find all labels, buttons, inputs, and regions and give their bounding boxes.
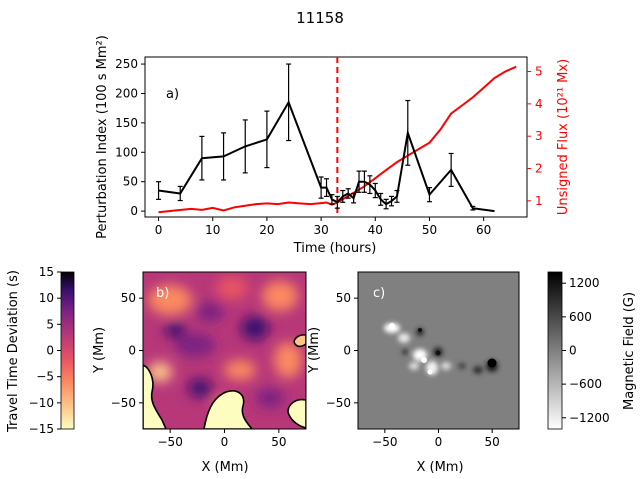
x-tick-label--50: −50 (158, 435, 183, 449)
panel-a-label: a) (166, 87, 179, 102)
panel-a-y-axis-label-left: Perturbation Index (100 s Mm²) (95, 35, 110, 239)
colorbar-magnetic-field-gradient (547, 271, 563, 430)
panel-b-y-axis-label: Y (Mm) (92, 327, 107, 374)
x-tick-label-50: 50 (271, 435, 286, 449)
y-left-tick-label-150: 150 (115, 116, 138, 130)
cb-tick-label-15: 15 (39, 265, 54, 279)
panel-a-y-axis-label-right: Unsigned Flux (10²¹ Mx) (556, 59, 571, 215)
y-right-tick-label-1: 1 (535, 194, 543, 208)
panel-b-x-axis-label: X (Mm) (201, 460, 248, 475)
y-tick-label-50: 50 (121, 291, 136, 305)
x-tick-label-0: 0 (221, 435, 229, 449)
cb-tick-label-5: 5 (46, 317, 54, 331)
y-tick-label--50: −50 (326, 396, 351, 410)
x-tick-label-0: 0 (435, 435, 443, 449)
x-tick-label-0: 0 (155, 223, 163, 237)
cb-tick-label--5: −5 (36, 370, 54, 384)
panel-a-x-ticks: 0 10 20 30 40 50 60 (155, 217, 491, 237)
x-tick-label-50: 50 (422, 223, 437, 237)
y-left-tick-label-100: 100 (115, 145, 138, 159)
cb-tick-label-0: 0 (46, 344, 54, 358)
colorbar-magnetic-field-ticks: 1200 600 0 −600 −1200 (562, 276, 610, 425)
cb-tick-label-0: 0 (569, 344, 577, 358)
panel-c-label: c) (373, 286, 385, 301)
y-right-tick-label-2: 2 (535, 162, 543, 176)
colorbar-travel-time-gradient (60, 271, 75, 430)
panel-a: 0 10 20 30 40 50 60 0 50 100 150 200 250 1 2 3 4 5 a) T… (95, 35, 571, 256)
y-left-tick-label-200: 200 (115, 86, 138, 100)
x-tick-label-40: 40 (368, 223, 383, 237)
x-tick-label-50: 50 (485, 435, 500, 449)
travel-time-map (143, 272, 306, 429)
panel-b-label: b) (156, 286, 169, 301)
panel-a-x-axis-label: Time (hours) (293, 241, 377, 256)
panel-c-y-axis-label: Y (Mm) (307, 327, 322, 374)
cb-tick-label-10: 10 (39, 291, 54, 305)
colorbar-magnetic-field-label: Magnetic Field (G) (622, 292, 637, 410)
y-tick-label-0: 0 (343, 344, 351, 358)
cb-tick-label--10: −10 (29, 396, 54, 410)
y-tick-label--50: −50 (111, 396, 136, 410)
y-right-tick-label-4: 4 (535, 97, 543, 111)
x-tick-label-20: 20 (259, 223, 274, 237)
x-tick-label-10: 10 (205, 223, 220, 237)
x-tick-label--50: −50 (372, 435, 397, 449)
magnetogram-map (358, 272, 519, 429)
y-right-tick-label-3: 3 (535, 129, 543, 143)
flux-line (158, 65, 517, 214)
x-tick-label-30: 30 (313, 223, 328, 237)
panel-b: −50 0 50 −50 0 50 b) X (Mm) Y (Mm) (92, 271, 307, 475)
cb-tick-label--1200: −1200 (569, 411, 610, 425)
panel-b-ticks: −50 0 50 −50 0 50 (111, 291, 287, 449)
flux-series (158, 65, 517, 214)
index-line (158, 99, 495, 213)
x-tick-label-60: 60 (476, 223, 491, 237)
panel-a-y-ticks-right: 1 2 3 4 5 (527, 65, 543, 208)
colorbar-travel-time-ticks: 15 10 5 0 −5 −10 −15 (29, 265, 61, 436)
panel-c-ticks: −50 0 50 −50 0 50 (326, 291, 500, 449)
colorbar-travel-time-label: Travel Time Deviation (s) (6, 270, 21, 433)
panel-c-x-axis-label: X (Mm) (416, 460, 463, 475)
figure-title: 11158 (296, 9, 344, 27)
cb-tick-label-600: 600 (569, 310, 592, 324)
cb-tick-label-1200: 1200 (569, 276, 600, 290)
panel-a-frame (144, 56, 528, 218)
cb-tick-label--15: −15 (29, 422, 54, 436)
y-left-tick-label-250: 250 (115, 57, 138, 71)
y-left-tick-label-50: 50 (123, 175, 138, 189)
panel-c: −50 0 50 −50 0 50 c) X (Mm) Y (Mm) (307, 271, 520, 475)
colorbar-travel-time: 15 10 5 0 −5 −10 −15 Travel Time Deviation (s) (6, 265, 75, 436)
index-series (158, 99, 495, 213)
panel-a-y-ticks-left: 0 50 100 150 200 250 (115, 57, 145, 218)
y-left-tick-label-0: 0 (130, 204, 138, 218)
y-tick-label-50: 50 (336, 291, 351, 305)
cb-tick-label--600: −600 (569, 377, 602, 391)
y-right-tick-label-5: 5 (535, 65, 543, 79)
colorbar-magnetic-field: 1200 600 0 −600 −1200 Magnetic Field (G) (547, 271, 637, 430)
y-tick-label-0: 0 (128, 344, 136, 358)
